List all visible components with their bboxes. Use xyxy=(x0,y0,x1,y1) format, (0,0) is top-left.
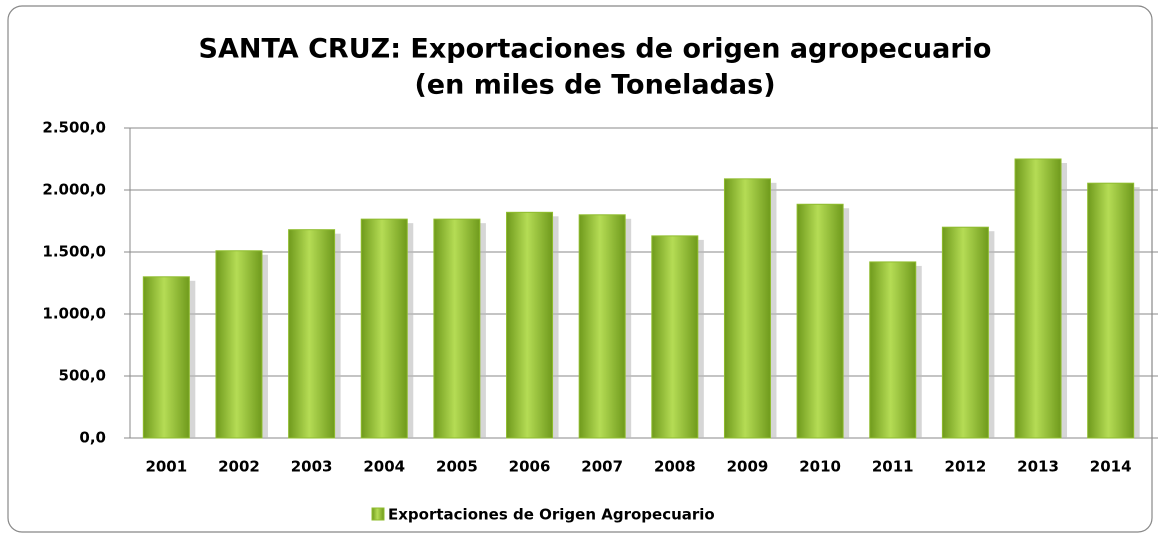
x-tick-label: 2008 xyxy=(654,458,696,476)
x-tick-label: 2009 xyxy=(727,458,769,476)
bar xyxy=(869,261,917,439)
legend-label: Exportaciones de Origen Agropecuario xyxy=(388,506,715,524)
y-tick-label: 1.000,0 xyxy=(42,305,106,323)
y-tick-label: 0,0 xyxy=(79,429,106,447)
legend-swatch xyxy=(371,507,385,521)
bar xyxy=(796,203,844,439)
x-tick-label: 2001 xyxy=(145,458,187,476)
y-tick-label: 2.000,0 xyxy=(42,181,106,199)
x-tick-label: 2014 xyxy=(1090,458,1132,476)
x-tick-label: 2006 xyxy=(509,458,551,476)
x-tick-label: 2012 xyxy=(945,458,987,476)
bar xyxy=(433,218,481,439)
x-tick-label: 2003 xyxy=(291,458,333,476)
x-tick-label: 2010 xyxy=(799,458,841,476)
x-tick-label: 2007 xyxy=(581,458,623,476)
y-tick-label: 500,0 xyxy=(59,367,106,385)
bar xyxy=(288,229,336,439)
bar xyxy=(215,250,263,439)
chart-title: SANTA CRUZ: Exportaciones de origen agro… xyxy=(199,34,992,65)
x-tick-label: 2005 xyxy=(436,458,478,476)
bar xyxy=(142,276,190,439)
bar xyxy=(1087,182,1135,439)
bar xyxy=(1014,158,1062,439)
bar xyxy=(723,178,771,439)
y-tick-label: 1.500,0 xyxy=(42,243,106,261)
bar xyxy=(578,214,626,439)
bar xyxy=(941,226,989,439)
x-tick-label: 2011 xyxy=(872,458,914,476)
bar xyxy=(651,235,699,439)
chart-title: (en miles de Toneladas) xyxy=(414,70,775,101)
x-tick-label: 2002 xyxy=(218,458,260,476)
x-tick-label: 2013 xyxy=(1017,458,1059,476)
y-tick-label: 2.500,0 xyxy=(42,119,106,137)
bar xyxy=(360,218,408,439)
x-tick-label: 2004 xyxy=(363,458,405,476)
bar xyxy=(506,211,554,439)
